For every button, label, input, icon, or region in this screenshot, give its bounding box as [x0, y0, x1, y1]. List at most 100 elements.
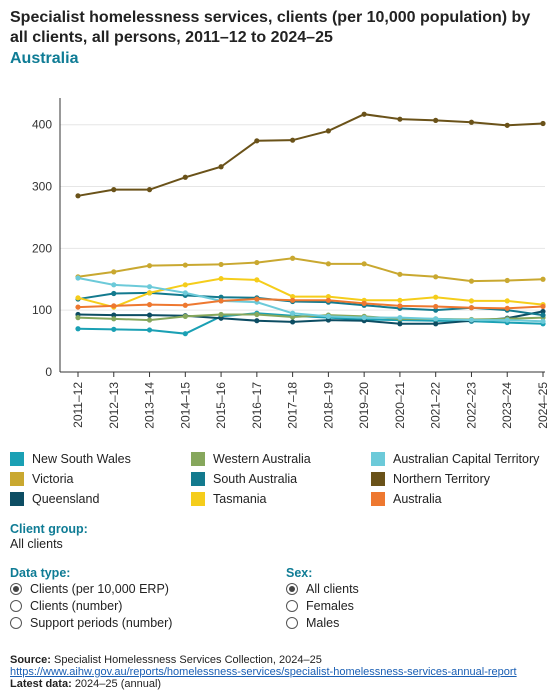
legend-swatch: [10, 492, 24, 506]
data-point: [433, 117, 439, 123]
data-type-option-label: Clients (number): [30, 598, 123, 613]
data-point: [397, 116, 403, 122]
data-point: [361, 261, 367, 267]
source-link[interactable]: https://www.aihw.gov.au/reports/homeless…: [10, 666, 517, 678]
legend-item[interactable]: Australia: [371, 492, 442, 506]
sex-radio[interactable]: [286, 582, 298, 595]
data-point: [504, 277, 510, 284]
legend-label: Australia: [393, 492, 442, 506]
data-type-radio-group: Clients (per 10,000 ERP) Clients (number)…: [10, 580, 172, 631]
source-label: Source:: [10, 654, 51, 666]
legend-label: Australian Capital Territory: [393, 452, 540, 466]
data-point: [468, 298, 475, 304]
legend-item[interactable]: Tasmania: [191, 492, 267, 506]
data-point: [146, 302, 153, 308]
data-point: [182, 290, 188, 296]
data-type-radio[interactable]: [10, 599, 22, 612]
data-point: [146, 263, 153, 269]
data-point: [254, 277, 260, 283]
legend-swatch: [191, 492, 205, 506]
data-point: [468, 317, 475, 323]
data-point: [75, 315, 81, 321]
sex-radio-group: All clients Females Males: [286, 580, 359, 631]
y-tick-label: 200: [32, 241, 52, 255]
data-point: [182, 174, 188, 180]
data-point: [361, 300, 367, 306]
legend-item[interactable]: South Australia: [191, 472, 297, 486]
data-point: [218, 298, 224, 304]
legend-label: Queensland: [32, 492, 100, 506]
data-point: [504, 305, 510, 311]
data-type-option[interactable]: Clients (per 10,000 ERP): [10, 580, 172, 597]
legend-item[interactable]: Northern Territory: [371, 472, 490, 486]
data-point: [290, 293, 296, 300]
data-point: [397, 271, 403, 277]
source-link-line: https://www.aihw.gov.au/reports/homeless…: [10, 666, 555, 678]
sex-option[interactable]: Females: [286, 597, 359, 614]
data-point: [182, 282, 188, 288]
legend-item[interactable]: Western Australia: [191, 452, 311, 466]
sex-option-label: Males: [306, 615, 340, 630]
data-point: [433, 307, 439, 313]
data-point: [218, 311, 224, 318]
data-type-option-label: Support periods (number): [30, 615, 173, 630]
data-point: [540, 318, 546, 324]
sex-option[interactable]: Males: [286, 614, 359, 631]
legend-item[interactable]: New South Wales: [10, 452, 131, 466]
data-point: [397, 303, 403, 309]
data-point: [75, 295, 81, 301]
legend-label: New South Wales: [32, 452, 131, 466]
x-tick-label: 2024–25: [536, 382, 550, 429]
data-point: [146, 290, 153, 296]
data-point: [182, 331, 188, 337]
chart-title: Specialist homelessness services, client…: [10, 9, 531, 46]
data-point: [254, 138, 260, 144]
data-point: [540, 276, 546, 282]
data-type-option[interactable]: Support periods (number): [10, 614, 172, 631]
x-tick-label: 2017–18: [286, 382, 300, 429]
legend-swatch: [191, 472, 205, 486]
data-point: [433, 316, 439, 322]
data-point: [254, 296, 260, 302]
x-tick-label: 2014–15: [178, 382, 192, 429]
data-point: [254, 318, 260, 324]
data-point: [290, 314, 296, 320]
sex-radio[interactable]: [286, 616, 298, 629]
x-tick-label: 2020–21: [393, 382, 407, 429]
data-type-radio[interactable]: [10, 616, 22, 629]
data-point: [75, 304, 81, 310]
sex-option[interactable]: All clients: [286, 580, 359, 597]
x-tick-label: 2012–13: [107, 382, 121, 429]
data-type-option[interactable]: Clients (number): [10, 597, 172, 614]
data-point: [218, 261, 224, 268]
data-point: [468, 305, 475, 311]
legend-swatch: [191, 452, 205, 466]
sex-option-label: Females: [306, 598, 354, 613]
series-line-1: [77, 257, 544, 283]
data-point: [182, 302, 188, 308]
x-tick-label: 2018–19: [321, 382, 335, 429]
data-point: [325, 297, 331, 303]
x-tick-label: 2023–24: [500, 382, 514, 429]
series-line-6: [77, 277, 544, 323]
legend-item[interactable]: Australian Capital Territory: [371, 452, 539, 466]
data-point: [111, 282, 117, 288]
data-point: [361, 315, 367, 321]
legend-label: Victoria: [32, 472, 74, 486]
data-type-radio[interactable]: [10, 582, 22, 595]
data-point: [75, 275, 81, 281]
data-type-label: Data type:: [10, 566, 71, 580]
legend-label: Western Australia: [213, 452, 311, 466]
x-tick-label: 2011–12: [71, 382, 85, 428]
x-tick-label: 2019–20: [357, 382, 371, 429]
legend-item[interactable]: Victoria: [10, 472, 73, 486]
data-type-option-label: Clients (per 10,000 ERP): [30, 581, 169, 596]
data-point: [290, 255, 296, 261]
sex-radio[interactable]: [286, 599, 298, 612]
client-group-label: Client group:: [10, 522, 88, 536]
data-point: [325, 128, 331, 134]
data-point: [361, 111, 367, 117]
legend-item[interactable]: Queensland: [10, 492, 99, 506]
data-point: [397, 315, 403, 321]
legend-swatch: [10, 452, 24, 466]
